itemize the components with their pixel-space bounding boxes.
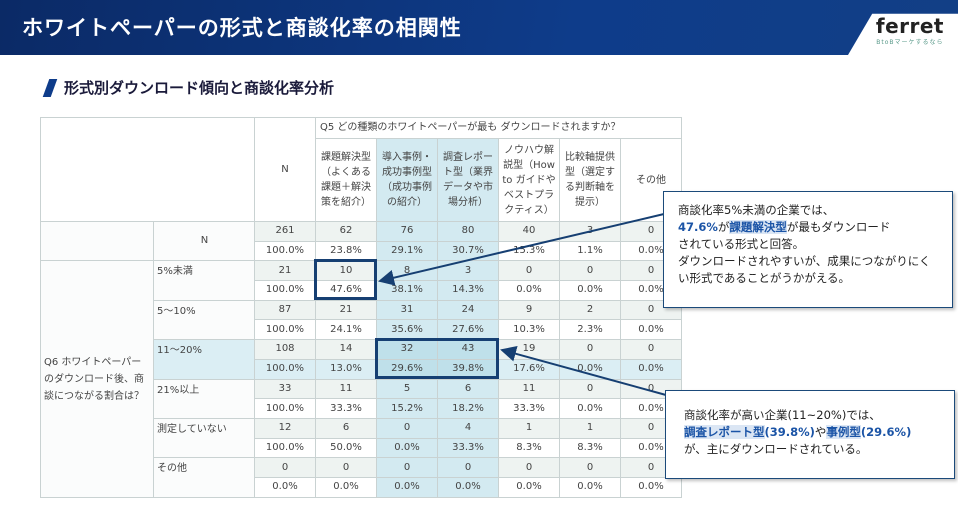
section-subtitle: 形式別ダウンロード傾向と商談化率分析 [42,77,335,98]
table-row: 100.0% 47.6% 38.1% 14.3% 0.0% 0.0% 0.0% [41,280,682,301]
percent-cell: 0.0% [620,358,682,380]
row-label: その他 [153,457,255,498]
count-cell: 31 [376,299,438,321]
callout-line: ダウンロードされやすいが、成果につながりにく [678,254,931,268]
row-label: 測定していない [153,417,255,459]
count-cell: 0 [559,378,621,400]
count-cell: 87 [254,299,316,321]
header-banner: ホワイトペーパーの形式と商談化率の相関性 ferret BtoBマーケするなら [0,0,958,55]
count-cell: 76 [376,221,438,242]
count-cell: 6 [437,378,499,400]
col-header: 課題解決型（よくある課題＋解決策を紹介） [315,138,377,222]
count-cell: 0 [315,457,377,478]
table-row: Q6 ホワイトペーパーのダウンロード後、商談につながる割合は？ 5%未満 21 10 8… [40,260,682,498]
table-row: 100.0% 33.3% 15.2% 18.2% 33.3% 0.0% 0.0% [41,398,682,419]
count-cell: 0 [498,457,560,478]
callout-text: が最もダウンロード [786,220,891,234]
count-cell: 5 [376,378,438,400]
count-cell: 80 [437,221,499,242]
callout-highlight: 調査レポート型 [684,425,765,439]
col-header: 比較軸提供型（選定する判断軸を提示） [559,138,621,222]
header-row-1: N Q5 どの種類のホワイトペーパーが最も ダウンロードされますか？ [40,117,682,222]
count-cell: 24 [437,299,499,321]
table-row: 11～20% 108 14 32 43 19 0 0 [41,339,682,380]
callout-highlight: 47.6% [678,220,718,234]
logo-word: ferret [875,14,944,38]
callout-line: 商談化率5%未満の企業では、 [678,203,835,217]
corner-cell [40,117,255,222]
count-cell: 43 [437,339,499,360]
table-row: 21%以上 33 11 5 6 11 0 0 [41,378,682,419]
percent-cell: 0.0% [376,437,438,459]
ferret-logo: ferret BtoBマーケするなら [876,15,944,46]
arrow-callout1 [378,213,665,286]
count-cell: 11 [315,378,377,400]
table-row: 100.0% 24.1% 35.6% 27.6% 10.3% 2.3% 0.0% [41,319,682,341]
highlight-box-11-20pct [375,338,499,379]
percent-cell: 29.1% [376,240,438,262]
percent-cell: 27.6% [437,319,499,341]
row-label: 5%未満 [153,260,255,301]
percent-cell: 39.8% [437,358,499,380]
count-cell: 21 [254,260,316,282]
count-cell: 1 [498,417,560,439]
count-cell: 0 [437,457,499,478]
callout-highlight: 事例型 [826,425,861,439]
percent-cell: 0.0% [498,476,560,498]
page-title: ホワイトペーパーの形式と商談化率の相関性 [22,16,462,40]
table-row: 100.0% 13.0% 29.6% 39.8% 17.6% 0.0% 0.0% [41,358,682,380]
callout-line: 商談化率が高い企業(11~20%)では、 [684,408,881,422]
callout-text: や [814,425,827,439]
logo-tagline: BtoBマーケするなら [876,39,944,46]
count-cell: 261 [254,221,316,242]
arrow-callout2 [500,345,667,396]
count-cell: 11 [498,378,560,400]
count-cell: 3 [437,260,499,282]
subtitle-text: 形式別ダウンロード傾向と商談化率分析 [64,79,335,97]
count-cell: 40 [498,221,560,242]
count-cell: 108 [254,339,316,360]
callout-highlight: (39.8%) [764,425,815,439]
percent-cell: 13.0% [315,358,377,380]
percent-cell: 35.6% [376,319,438,341]
callout-highlight: 課題解決型 [729,220,787,234]
col-header: 調査レポート型（業界データや市場分析） [437,138,499,222]
callout-11-20pct: 商談化率が高い企業(11~20%)では、 調査レポート型(39.8%)や事例型(… [665,390,955,479]
q6-row-header: Q6 ホワイトペーパーのダウンロード後、商談につながる割合は？ [40,260,154,498]
percent-cell: 29.6% [376,358,438,380]
percent-cell: 0.0% [620,476,682,498]
col-header: N [254,117,316,222]
percent-cell: 0.0% [559,476,621,498]
percent-cell: 0.0% [620,319,682,341]
callout-5pct: 商談化率5%未満の企業では、 47.6%が課題解決型が最もダウンロード されてい… [663,191,953,308]
percent-cell: 0.0% [437,476,499,498]
callout-line: い形式であることがうかがえる。 [678,271,851,285]
table-row: N2616276804030 [40,220,682,262]
count-cell: 6 [315,417,377,439]
callout-line: が、主にダウンロードされている。 [684,442,868,456]
count-cell: 0 [559,260,621,282]
table-row: 0.0% 0.0% 0.0% 0.0% 0.0% 0.0% 0.0% [41,476,682,498]
count-cell: 0 [620,339,682,360]
callout-highlight: (29.6%) [860,425,912,439]
callout-line: されている形式と回答。 [678,237,805,251]
count-cell: 4 [437,417,499,439]
col-header: ノウハウ解説型（How to ガイドやベストプラクティス） [498,138,560,222]
count-cell: 0 [376,417,438,439]
percent-cell: 33.3% [437,437,499,459]
callout-text: が [717,220,730,234]
count-cell: 0 [498,260,560,282]
highlight-box-5pct [314,259,377,300]
percent-cell: 18.2% [437,398,499,419]
